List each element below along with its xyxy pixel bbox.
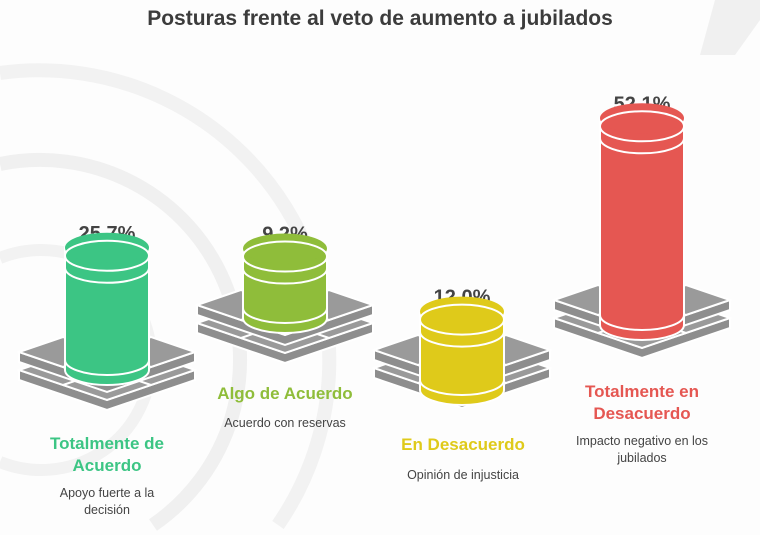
description-1: Apoyo fuerte a la decisión xyxy=(59,486,155,517)
background-arc xyxy=(0,153,248,531)
background-stripe xyxy=(700,0,760,55)
cylinder-top xyxy=(243,233,327,264)
cylinder-ring xyxy=(419,303,505,336)
cylinder-ring xyxy=(242,240,328,273)
cylinder-top xyxy=(65,232,149,263)
bar-group-1: 25.7% xyxy=(15,223,199,412)
description-4: Impacto negativo en los jubilados xyxy=(575,434,709,465)
cylinder-band xyxy=(242,307,328,324)
category-label-3: En Desacuerdo xyxy=(401,435,525,454)
category-label-2: Algo de Acuerdo xyxy=(217,384,353,403)
cylinder-band xyxy=(64,359,150,376)
category-label-4: Totalmente en Desacuerdo xyxy=(585,382,699,423)
category-label-1: Totalmente de Acuerdo xyxy=(50,434,164,475)
background-arc xyxy=(0,63,337,529)
bar-group-3: 12.0% xyxy=(370,287,554,410)
cylinder-ring xyxy=(599,110,685,143)
cylinder-band xyxy=(419,379,505,396)
bar-group-2: 9.2% xyxy=(193,224,377,365)
cylinder-band xyxy=(599,138,685,155)
chart-title: Posturas frente al veto de aumento a jub… xyxy=(147,7,613,30)
description-3: Opinión de injusticia xyxy=(407,468,519,482)
cylinder-top xyxy=(420,296,504,327)
bar-group-4: 52.1% xyxy=(550,93,734,360)
description-2: Acuerdo con reservas xyxy=(224,416,346,430)
cylinder-body xyxy=(64,246,150,386)
cylinder-band xyxy=(64,267,150,284)
cylinder-band xyxy=(242,268,328,285)
cylinder-body xyxy=(419,310,505,406)
cylinder-ring xyxy=(64,239,150,272)
cylinder-body xyxy=(599,117,685,341)
cylinder-band xyxy=(599,314,685,331)
cylinder-band xyxy=(419,331,505,348)
cylinder-top xyxy=(600,103,684,134)
